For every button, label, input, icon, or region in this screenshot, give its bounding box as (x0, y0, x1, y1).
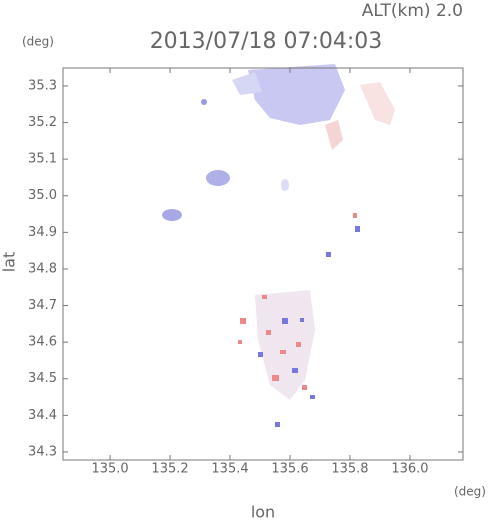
echo-cell (325, 120, 343, 150)
echo-speckles-blue (258, 226, 360, 427)
x-tick-label: 135.4 (211, 462, 248, 477)
echo-cell (248, 64, 345, 125)
echo-cell (360, 82, 395, 125)
x-axis-label: lon (251, 503, 275, 521)
echo-speckles-red (238, 213, 357, 390)
echo-cell (232, 72, 262, 95)
x-tick-label: 136.0 (391, 462, 428, 477)
timestamp: 2013/07/18 07:04:03 (150, 29, 383, 54)
y-tick-label: 34.3 (28, 444, 57, 459)
echo-cell (201, 99, 207, 105)
y-tick-label: 35.0 (28, 188, 57, 203)
y-tick-label: 34.8 (28, 261, 57, 276)
y-tick-label: 34.5 (28, 371, 57, 386)
y-axis-label: lat (0, 252, 19, 273)
x-tick-label: 135.8 (331, 462, 368, 477)
y-tick-label: 35.1 (28, 152, 57, 167)
x-unit: (deg) (454, 485, 486, 499)
echo-cell (162, 209, 182, 221)
plot-frame (62, 67, 464, 461)
echo-cell (281, 179, 289, 191)
y-tick-label: 35.3 (28, 78, 57, 93)
y-tick-label: 34.6 (28, 335, 57, 350)
y-tick-label: 34.7 (28, 298, 57, 313)
y-tick-label: 34.4 (28, 408, 57, 423)
x-tick-label: 135.0 (91, 462, 128, 477)
altitude-title: ALT(km) 2.0 (362, 1, 463, 21)
y-tick-label: 34.9 (28, 225, 57, 240)
echo-cells (162, 64, 395, 427)
y-tick-label: 35.2 (28, 115, 57, 130)
echo-cell (206, 170, 230, 186)
x-tick-label: 135.2 (151, 462, 188, 477)
echo-cell (255, 290, 315, 400)
y-unit: (deg) (22, 35, 54, 49)
x-tick-label: 135.6 (271, 462, 308, 477)
